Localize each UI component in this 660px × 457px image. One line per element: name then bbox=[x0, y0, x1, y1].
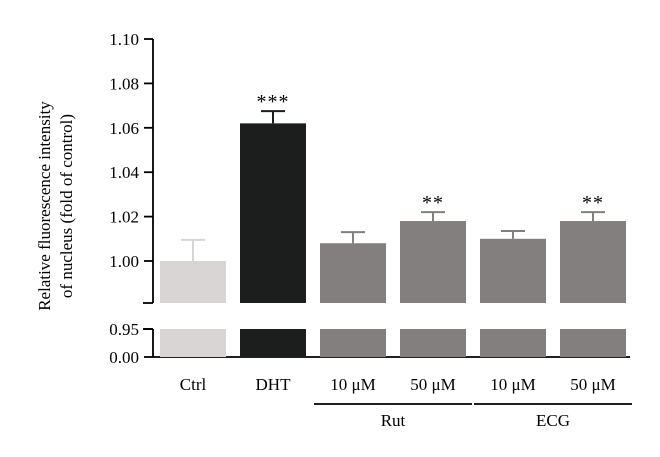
y-tick-label: 1.08 bbox=[109, 74, 139, 93]
bar-upper-3 bbox=[400, 221, 466, 303]
y-axis-label-line-1: Relative fluorescence intensity bbox=[35, 101, 54, 311]
bar-lower-2 bbox=[320, 329, 386, 357]
group-label: Rut bbox=[381, 411, 406, 430]
x-tick-label: 50 μM bbox=[410, 375, 455, 394]
x-tick-label: DHT bbox=[256, 375, 292, 394]
bar-upper-5 bbox=[560, 221, 626, 303]
significance-label: ** bbox=[422, 192, 444, 214]
y-tick-label: 1.06 bbox=[109, 119, 139, 138]
bar-upper-1 bbox=[240, 123, 306, 303]
bar-lower-4 bbox=[480, 329, 546, 357]
y-tick-label: 1.10 bbox=[109, 30, 139, 49]
x-tick-label: 50 μM bbox=[570, 375, 615, 394]
bar-upper-4 bbox=[480, 238, 546, 303]
y-tick-label: 1.00 bbox=[109, 252, 139, 271]
bar-lower-3 bbox=[400, 329, 466, 357]
group-brackets: Rut ECG bbox=[314, 403, 632, 430]
bar-upper-0 bbox=[160, 261, 226, 303]
significance-label: ** bbox=[582, 192, 604, 214]
axes: 1.00 1.02 1.04 1.06 1.08 1.10 0.00 0.95 bbox=[109, 30, 630, 367]
y-tick-label: 1.02 bbox=[109, 208, 139, 227]
y-tick-label: 0.95 bbox=[109, 320, 139, 339]
x-tick-label: Ctrl bbox=[180, 375, 207, 394]
bar-lower-1 bbox=[240, 329, 306, 357]
significance-label: *** bbox=[257, 91, 290, 113]
bar-lower-5 bbox=[560, 329, 626, 357]
y-tick-label: 1.04 bbox=[109, 163, 139, 182]
category-labels: Ctrl DHT 10 μM 50 μM 10 μM 50 μM bbox=[180, 375, 616, 394]
y-tick-label: 0.00 bbox=[109, 348, 139, 367]
y-axis-label-line-2: of nucleus (fold of control) bbox=[57, 114, 76, 298]
x-tick-label: 10 μM bbox=[490, 375, 535, 394]
group-label: ECG bbox=[536, 411, 570, 430]
bar-upper-2 bbox=[320, 243, 386, 303]
x-tick-label: 10 μM bbox=[330, 375, 375, 394]
bars: ***** ** bbox=[160, 91, 626, 357]
bar-lower-0 bbox=[160, 329, 226, 357]
y-axis-label: Relative fluorescence intensity of nucle… bbox=[35, 101, 76, 311]
